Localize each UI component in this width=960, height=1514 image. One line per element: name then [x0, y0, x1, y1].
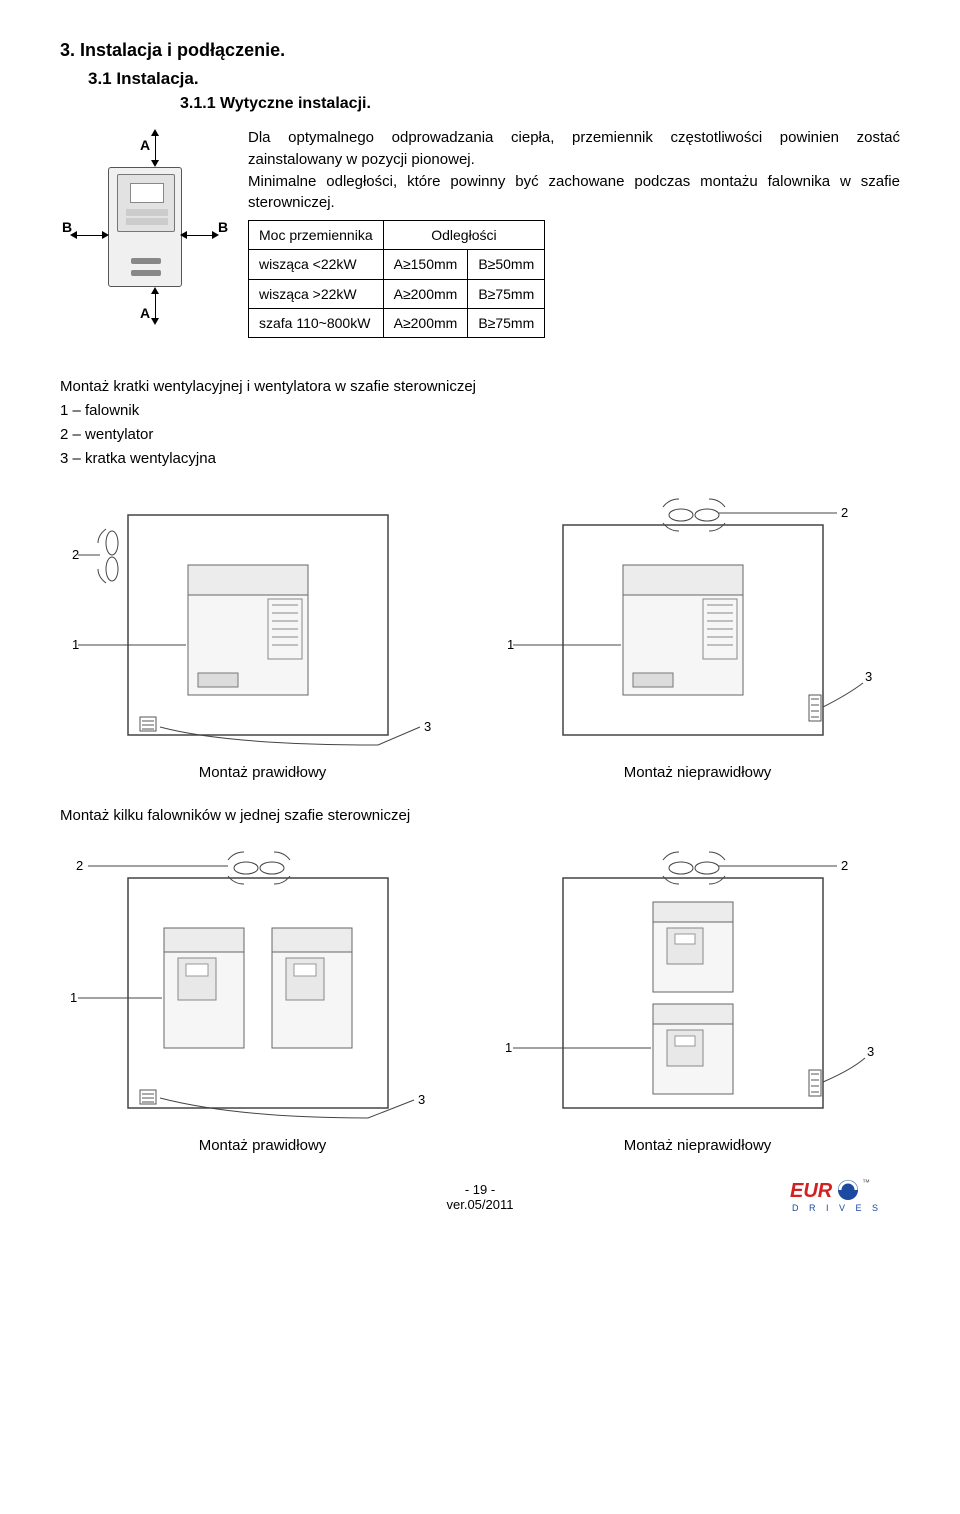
label-2: 2	[72, 547, 79, 562]
table-row: wisząca <22kW A≥150mm B≥50mm	[249, 250, 545, 279]
label-a-bottom: A	[140, 305, 150, 321]
caption-row-single: Montaż prawidłowy Montaż nieprawidłowy	[60, 764, 900, 781]
table-header-power: Moc przemiennika	[249, 221, 384, 250]
label-1: 1	[72, 637, 79, 652]
intro-paragraph-1: Dla optymalnego odprowadzania ciepła, pr…	[248, 127, 900, 171]
svg-text:2: 2	[841, 858, 848, 873]
cabinet-multi-svg-incorrect: 2 1 3	[503, 848, 893, 1128]
svg-text:1: 1	[505, 1040, 512, 1055]
figure-multi-correct: 2 1 3	[68, 848, 458, 1133]
svg-text:™: ™	[862, 1178, 870, 1187]
caption-row-multi: Montaż prawidłowy Montaż nieprawidłowy	[60, 1137, 900, 1154]
vent-list-title: Montaż kratki wentylacyjnej i wentylator…	[60, 375, 900, 399]
figure-row-multi: 2 1 3	[60, 848, 900, 1133]
svg-text:EUR: EUR	[790, 1180, 833, 1202]
figure-multi-incorrect: 2 1 3	[503, 848, 893, 1133]
table-row: wisząca >22kW A≥200mm B≥75mm	[249, 279, 545, 308]
label-3: 3	[424, 719, 431, 734]
footer-logo: EUR ™ D R I V E S	[790, 1177, 900, 1218]
svg-text:2: 2	[76, 858, 83, 873]
multi-heading: Montaż kilku falowników w jednej szafie …	[60, 807, 900, 824]
svg-text:1: 1	[70, 990, 77, 1005]
intro-block: A A B B Dla optymalnego odprowadzania ci…	[60, 127, 900, 357]
page-footer: - 19 - ver.05/2011 EUR ™ D R I V E S	[60, 1182, 900, 1212]
svg-text:3: 3	[867, 1044, 874, 1059]
svg-text:3: 3	[418, 1092, 425, 1107]
page-number: - 19 -	[60, 1182, 900, 1197]
version: ver.05/2011	[60, 1197, 900, 1212]
vent-list-item: 3 – kratka wentylacyjna	[60, 447, 900, 471]
clearance-diagram: A A B B	[60, 127, 230, 357]
subsection-heading: 3.1 Instalacja.	[88, 69, 900, 89]
label-b-right: B	[218, 219, 228, 235]
label-3: 3	[865, 669, 872, 684]
table-header-dist: Odległości	[383, 221, 545, 250]
figure-single-incorrect: 2 1 3	[503, 495, 893, 760]
section-heading: 3. Instalacja i podłączenie.	[60, 40, 900, 61]
cabinet-svg-correct: 2 1 3	[68, 495, 458, 755]
figure-single-correct: 2 1 3	[68, 495, 458, 760]
vent-list-item: 1 – falownik	[60, 399, 900, 423]
svg-text:D R I V E S: D R I V E S	[792, 1203, 882, 1213]
label-a-top: A	[140, 137, 150, 153]
caption-incorrect: Montaż nieprawidłowy	[503, 764, 893, 781]
table-row: szafa 110~800kW A≥200mm B≥75mm	[249, 308, 545, 337]
cabinet-multi-svg-correct: 2 1 3	[68, 848, 458, 1128]
intro-paragraph-2: Minimalne odległości, które powinny być …	[248, 171, 900, 215]
clearance-table: Moc przemiennika Odległości wisząca <22k…	[248, 220, 545, 338]
vent-list-item: 2 – wentylator	[60, 423, 900, 447]
caption-correct: Montaż prawidłowy	[68, 764, 458, 781]
figure-row-single: 2 1 3	[60, 495, 900, 760]
vent-list: Montaż kratki wentylacyjnej i wentylator…	[60, 375, 900, 471]
label-1: 1	[507, 637, 514, 652]
caption-correct: Montaż prawidłowy	[68, 1137, 458, 1154]
subsubsection-heading: 3.1.1 Wytyczne instalacji.	[180, 95, 900, 113]
label-2: 2	[841, 505, 848, 520]
cabinet-svg-incorrect: 2 1 3	[503, 495, 893, 755]
caption-incorrect: Montaż nieprawidłowy	[503, 1137, 893, 1154]
